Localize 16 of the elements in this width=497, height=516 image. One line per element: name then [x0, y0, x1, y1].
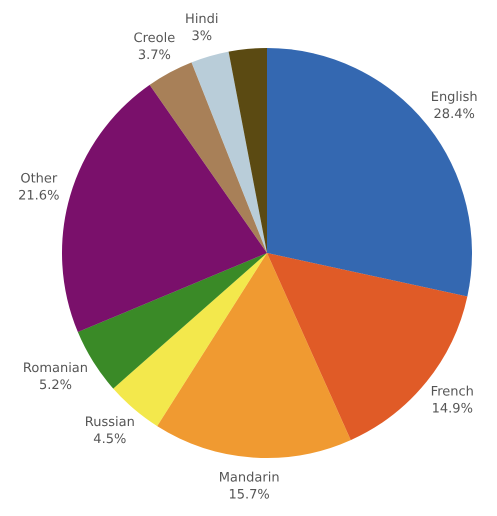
slice-label: Creole [134, 30, 176, 46]
slice-label: English [430, 90, 478, 105]
data-label: 5.2% [38, 378, 72, 394]
data-label: 28.4% [434, 106, 475, 122]
data-label: 3.7% [138, 48, 171, 63]
slice-label: Other [20, 172, 58, 187]
slice-label: Mandarin [218, 470, 280, 486]
data-label: 15.7% [228, 487, 270, 502]
slice-label: French [430, 384, 474, 400]
data-label: 4.5% [93, 432, 126, 447]
slice-label: Russian [84, 414, 135, 430]
slice-label: Hindi [185, 12, 219, 28]
data-label: 21.6% [18, 188, 60, 204]
data-label: 14.9% [432, 401, 473, 416]
data-label: 3% [191, 29, 212, 44]
slice-label: Romanian [22, 361, 88, 376]
